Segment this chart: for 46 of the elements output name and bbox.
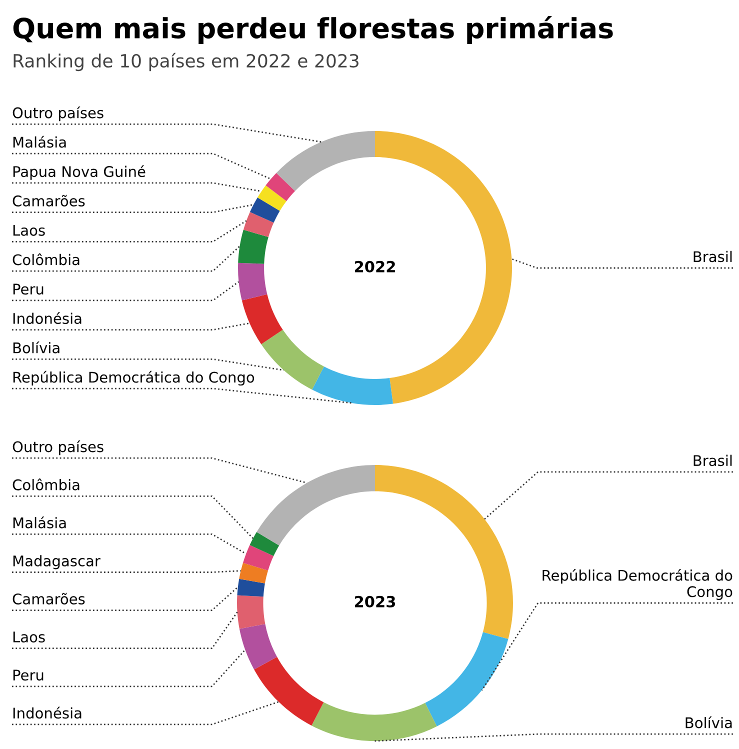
slice-label: Brasil (694, 250, 732, 262)
donut-slice (242, 545, 274, 570)
donut-slice (243, 212, 274, 238)
donut-slice (256, 465, 375, 546)
donut-slice (266, 172, 296, 202)
slice-label: Colômbia (12, 253, 80, 266)
slice-label: Bolívia (13, 341, 60, 354)
slice-label: República Democrática do Congo (542, 568, 732, 600)
chart-subtitle: Ranking de 10 países em 2022 e 2023 (14, 52, 358, 72)
slice-label: Madagascar (13, 555, 100, 570)
slice-label: Bolívia (686, 716, 732, 728)
slice-label: Papua Nova Guiné (13, 165, 146, 180)
slice-label: Laos (13, 632, 45, 643)
donut-slice (237, 578, 265, 597)
donut-slice (242, 294, 283, 344)
slice-label: Camarões (12, 194, 85, 206)
slice-label: Indonésia (13, 706, 82, 719)
slice-label: Malásia (13, 516, 66, 528)
slice-label: Peru (13, 670, 44, 681)
donut-slice (312, 366, 394, 405)
donut-slice (276, 131, 375, 192)
slice-label: República Democrática do Congo (13, 370, 254, 386)
slice-label: Outro países (12, 106, 104, 122)
donut-slice (312, 702, 437, 741)
chart-title: Quem mais perdeu florestas primárias (13, 16, 613, 44)
donut-slice (238, 262, 268, 300)
slice-label: Malásia (13, 136, 66, 148)
donut-slice (254, 656, 324, 726)
slice-label: Indonésia (13, 312, 82, 324)
slice-label: Brasil (694, 454, 732, 466)
donut-slice (239, 562, 268, 584)
donut-slice (239, 624, 278, 670)
donut-slice (237, 595, 266, 629)
slice-label: Peru (13, 284, 44, 295)
slice-label: Outro países (12, 440, 104, 456)
slice-label: Camarões (12, 592, 85, 604)
donut-slice (261, 330, 324, 390)
text: 2022 (354, 260, 395, 272)
donut-slice (250, 532, 280, 556)
donut-slice (250, 198, 280, 223)
slice-label: Laos (13, 225, 45, 236)
slice-label: Colômbia (12, 478, 80, 490)
donut-slice (238, 230, 268, 264)
text: 2023 (354, 596, 396, 608)
donut-slice (258, 185, 286, 211)
donut-slice (425, 632, 508, 726)
